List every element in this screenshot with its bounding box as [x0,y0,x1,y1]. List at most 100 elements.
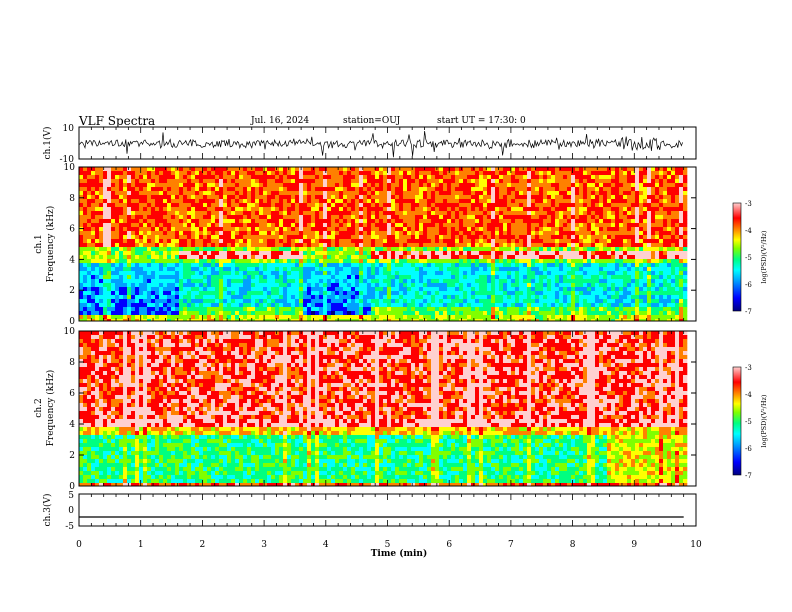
spectrogram-cell [95,231,100,236]
spectrogram-cell [399,291,404,296]
spectrogram-cell [227,203,232,208]
spectrogram-cell [415,239,420,244]
spectrogram-cell [175,319,180,321]
spectrogram-cell [343,235,348,240]
spectrogram-cell [207,235,212,240]
spectrogram-cell [391,271,396,276]
spectrogram-cell [559,219,564,224]
spectrogram-cell [335,255,340,260]
spectrogram-cell [395,287,400,292]
spectrogram-cell [111,187,116,192]
spectrogram-cell [571,319,576,321]
spectrogram-cell [431,187,436,192]
spectrogram-cell [263,203,268,208]
spectrogram-cell [571,311,576,316]
spectrogram-cell [419,187,424,192]
spectrogram-cell [315,215,320,220]
spectrogram-cell [295,171,300,176]
spectrogram-cell [115,219,120,224]
spectrogram-cell [387,255,392,260]
spectrogram-cell [95,211,100,216]
spectrogram-cell [507,267,512,272]
spectrogram-cell [183,255,188,260]
spectrogram-cell [267,303,272,308]
spectrogram-cell [239,219,244,224]
spectrogram-cell [87,319,92,321]
spectrogram-cell [107,291,112,296]
spectrogram-cell [411,167,416,172]
spectrogram-cell [159,227,164,232]
spectrogram-cell [83,307,88,312]
spectrogram-cell [527,315,532,320]
spectrogram-cell [367,291,372,296]
spectrogram-cell [307,187,312,192]
spectrogram-cell [295,199,300,204]
spectrogram-cell [299,235,304,240]
spectrogram-cell [451,199,456,204]
spectrogram-cell [575,287,580,292]
spectrogram-cell [275,279,280,284]
spectrogram-cell [519,227,524,232]
spectrogram-cell [235,283,240,288]
spectrogram-cell [567,171,572,176]
spectrogram-cell [179,279,184,284]
spectrogram-cell [439,315,444,320]
spectrogram-cell [135,271,140,276]
spectrogram-cell [547,207,552,212]
spectrogram-cell [211,259,216,264]
spectrogram-cell [547,295,552,300]
spectrogram-cell [571,231,576,236]
spectrogram-cell [311,247,316,252]
spectrogram-cell [319,315,324,320]
spectrogram-cell [539,215,544,220]
spectrogram-cell [359,207,364,212]
spectrogram-cell [127,311,132,316]
spectrogram-cell [103,231,108,236]
spectrogram-cell [451,315,456,320]
spectrogram-cell [103,167,108,172]
spectrogram-cell [475,223,480,228]
spectrogram-cell [287,199,292,204]
spectrogram-cell [175,223,180,228]
spectrogram-cell [91,175,96,180]
spectrogram-cell [211,319,216,321]
spectrogram-cell [95,271,100,276]
spectrogram-cell [467,271,472,276]
spectrogram-cell [391,219,396,224]
spectrogram-cell [179,167,184,172]
spectrogram-cell [555,219,560,224]
spectrogram-cell [527,267,532,272]
spectrogram-cell [103,251,108,256]
spectrogram-cell [447,179,452,184]
spectrogram-cell [443,239,448,244]
spectrogram-cell [383,259,388,264]
spectrogram-cell [195,231,200,236]
spectrogram-cell [427,239,432,244]
spectrogram-cell [511,187,516,192]
spectrogram-cell [375,171,380,176]
spectrogram-cell [303,223,308,228]
spectrogram-cell [379,243,384,248]
spectrogram-cell [459,187,464,192]
spectrogram-cell [391,211,396,216]
spectrogram-cell [459,171,464,176]
spectrogram-cell [111,303,116,308]
spectrogram-cell [235,231,240,236]
spectrogram-cell [123,291,128,296]
spectrogram-cell [367,183,372,188]
spectrogram-cell [555,303,560,308]
spectrogram-cell [423,275,428,280]
spectrogram-cell [359,195,364,200]
spectrogram-cell [559,167,564,172]
spectrogram-cell [123,279,128,284]
spectrogram-cell [527,319,532,321]
spectrogram-cell [571,187,576,192]
spectrogram-cell [379,279,384,284]
spectrogram-cell [543,235,548,240]
spectrogram-cell [223,219,228,224]
spectrogram-cell [491,319,496,321]
spectrogram-cell [123,275,128,280]
spectrogram-cell [351,167,356,172]
spectrogram-cell [223,183,228,188]
spectrogram-cell [455,259,460,264]
